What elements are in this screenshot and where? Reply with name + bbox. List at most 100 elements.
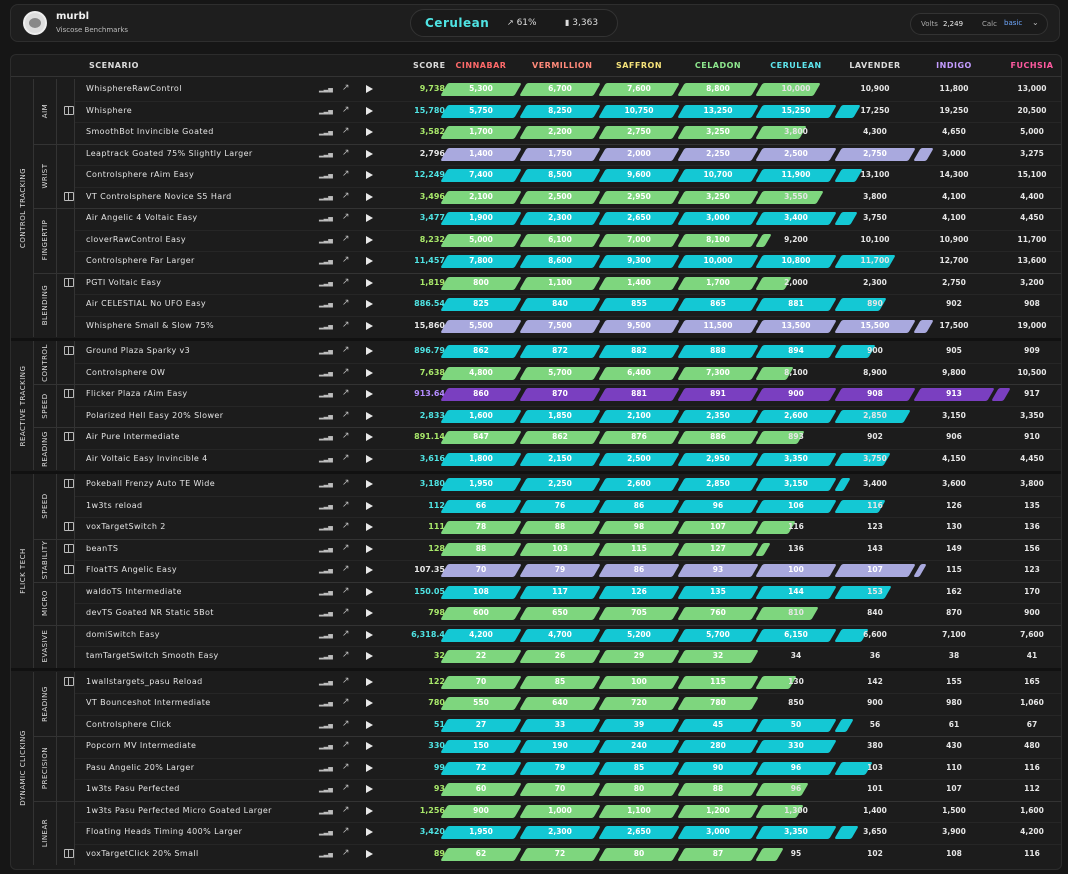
play-icon[interactable] [366, 742, 373, 750]
play-icon[interactable] [366, 347, 373, 355]
scenario-name[interactable]: Flicker Plaza rAim Easy [86, 389, 188, 398]
book-icon[interactable] [64, 389, 74, 398]
trend-icon[interactable]: ↗ [342, 804, 350, 815]
play-icon[interactable] [366, 321, 373, 330]
leaderboard-icon[interactable]: ▂▃▅ [319, 348, 333, 355]
trend-icon[interactable]: ↗ [342, 826, 350, 836]
book-icon[interactable] [64, 191, 74, 201]
avatar[interactable] [23, 11, 47, 35]
trend-icon[interactable]: ↗ [342, 276, 350, 287]
book-icon[interactable] [64, 105, 74, 115]
calc-value[interactable]: basic [1004, 19, 1023, 27]
play-icon[interactable] [366, 257, 373, 265]
leaderboard-icon[interactable]: ▂▃▅ [319, 129, 333, 136]
leaderboard-icon[interactable]: ▂▃▅ [319, 391, 333, 398]
book-icon[interactable] [64, 346, 74, 355]
trend-icon[interactable]: ↗ [342, 607, 350, 617]
leaderboard-icon[interactable]: ▂▃▅ [319, 107, 333, 115]
leaderboard-icon[interactable]: ▂▃▅ [319, 850, 333, 858]
play-icon[interactable] [366, 523, 373, 531]
play-icon[interactable] [366, 763, 373, 772]
leaderboard-icon[interactable]: ▂▃▅ [319, 631, 333, 639]
play-icon[interactable] [366, 677, 373, 686]
play-icon[interactable] [366, 609, 373, 617]
play-icon[interactable] [366, 806, 373, 815]
scenario-name[interactable]: Pokeball Frenzy Auto TE Wide [86, 479, 216, 488]
scenario-name[interactable]: devTS Goated NR Static 5Bot [86, 608, 214, 617]
leaderboard-icon[interactable]: ▂▃▅ [319, 743, 333, 750]
leaderboard-icon[interactable]: ▂▃▅ [319, 150, 333, 158]
play-icon[interactable] [366, 192, 373, 201]
scenario-name[interactable]: Leaptrack Goated 75% Slightly Larger [86, 148, 253, 158]
scenario-name[interactable]: domiSwitch Easy [86, 629, 160, 639]
play-icon[interactable] [366, 454, 373, 463]
leaderboard-icon[interactable]: ▂▃▅ [319, 236, 333, 244]
trend-icon[interactable]: ↗ [342, 190, 350, 201]
play-icon[interactable] [366, 411, 373, 420]
play-icon[interactable] [366, 720, 373, 729]
play-icon[interactable] [366, 652, 373, 660]
book-icon[interactable] [64, 848, 74, 858]
play-icon[interactable] [366, 785, 373, 793]
trend-icon[interactable]: ↗ [342, 740, 350, 750]
scenario-name[interactable]: Controlsphere Far Larger [86, 256, 195, 265]
scenario-name[interactable]: Floating Heads Timing 400% Larger [86, 827, 243, 836]
play-icon[interactable] [366, 849, 373, 858]
scenario-name[interactable]: tamTargetSwitch Smooth Easy [86, 651, 219, 660]
play-icon[interactable] [366, 214, 373, 222]
trend-icon[interactable]: ↗ [342, 233, 350, 244]
trend-icon[interactable]: ↗ [342, 585, 350, 596]
scenario-name[interactable]: Popcorn MV Intermediate [86, 741, 197, 750]
scenario-name[interactable]: VT Bounceshot Intermediate [86, 698, 211, 707]
leaderboard-icon[interactable]: ▂▃▅ [319, 588, 333, 596]
leaderboard-icon[interactable]: ▂▃▅ [319, 502, 333, 510]
leaderboard-icon[interactable]: ▂▃▅ [319, 678, 333, 686]
leaderboard-icon[interactable]: ▂▃▅ [319, 279, 333, 287]
trend-icon[interactable]: ↗ [342, 126, 350, 136]
play-icon[interactable] [366, 501, 373, 510]
trend-icon[interactable]: ↗ [342, 650, 350, 660]
leaderboard-icon[interactable]: ▂▃▅ [319, 721, 333, 729]
leaderboard-icon[interactable]: ▂▃▅ [319, 172, 333, 179]
play-icon[interactable] [366, 106, 373, 115]
play-icon[interactable] [366, 390, 373, 398]
play-icon[interactable] [366, 149, 373, 158]
trend-icon[interactable]: ↗ [342, 564, 350, 574]
scenario-name[interactable]: SmoothBot Invincible Goated [86, 127, 214, 136]
scenario-name[interactable]: FloatTS Angelic Easy [86, 565, 178, 574]
leaderboard-icon[interactable]: ▂▃▅ [319, 434, 333, 441]
leaderboard-icon[interactable]: ▂▃▅ [319, 786, 333, 793]
play-icon[interactable] [366, 630, 373, 639]
play-icon[interactable] [366, 278, 373, 287]
scenario-name[interactable]: 1w3ts Pasu Perfected [86, 784, 180, 793]
leaderboard-icon[interactable]: ▂▃▅ [319, 258, 333, 265]
leaderboard-icon[interactable]: ▂▃▅ [319, 322, 333, 330]
leaderboard-icon[interactable]: ▂▃▅ [319, 481, 333, 488]
scenario-name[interactable]: 1wallstargets_pasu Reload [86, 676, 203, 686]
trend-icon[interactable]: ↗ [342, 847, 350, 858]
scenario-name[interactable]: Ground Plaza Sparky v3 [86, 346, 191, 355]
scenario-name[interactable]: Air Pure Intermediate [86, 432, 180, 441]
book-icon[interactable] [64, 565, 74, 574]
play-icon[interactable] [366, 544, 373, 553]
leaderboard-icon[interactable]: ▂▃▅ [319, 567, 333, 574]
trend-icon[interactable]: ↗ [342, 319, 350, 330]
scenario-name[interactable]: waldoTS Intermediate [86, 586, 182, 596]
trend-icon[interactable]: ↗ [342, 345, 350, 355]
leaderboard-icon[interactable]: ▂▃▅ [319, 545, 333, 553]
leaderboard-icon[interactable]: ▂▃▅ [319, 764, 333, 772]
trend-icon[interactable]: ↗ [342, 675, 350, 686]
leaderboard-icon[interactable]: ▂▃▅ [319, 215, 333, 222]
book-icon[interactable] [64, 479, 74, 488]
leaderboard-icon[interactable]: ▂▃▅ [319, 412, 333, 420]
play-icon[interactable] [366, 300, 373, 308]
scenario-name[interactable]: Controlsphere OW [86, 367, 166, 377]
scenario-name[interactable]: Pasu Angelic 20% Larger [86, 762, 195, 772]
trend-icon[interactable]: ↗ [342, 431, 350, 441]
play-icon[interactable] [366, 235, 373, 244]
trend-icon[interactable]: ↗ [342, 452, 350, 463]
play-icon[interactable] [366, 368, 373, 377]
trend-icon[interactable]: ↗ [342, 104, 350, 115]
scenario-name[interactable]: Controlsphere Click [86, 719, 172, 729]
scenario-name[interactable]: beanTS [86, 543, 119, 553]
